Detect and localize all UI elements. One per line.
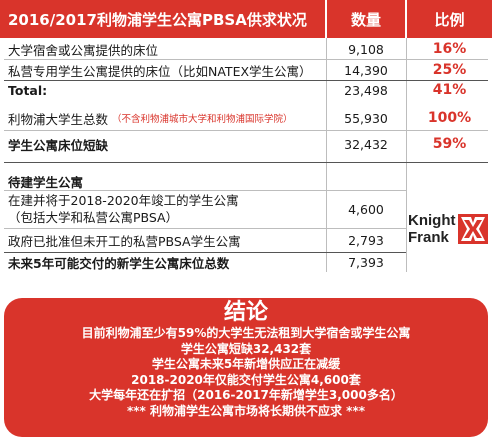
- conclusion-line: 大学每年还在扩招（2016-2017年新增学生3,000多名）: [89, 388, 403, 402]
- column-header-quantity: 数量: [327, 0, 405, 38]
- logo-text: Knight Frank: [408, 212, 455, 246]
- table-row-shortage: 学生公寓床位短缺 32,432 59%: [0, 133, 492, 155]
- row-label: 学生公寓床位短缺: [8, 137, 109, 153]
- row-ratio: 100%: [427, 110, 472, 126]
- row-label: 政府已批准但未开工的私营PBSA学生公寓: [8, 233, 241, 249]
- column-divider: [406, 38, 407, 272]
- table-row: 私营专用学生公寓提供的床位（比如NATEX学生公寓） 14,390 25%: [0, 60, 492, 80]
- row-label: 私营专用学生公寓提供的床位（比如NATEX学生公寓）: [8, 63, 312, 79]
- row-ratio: 25%: [432, 62, 467, 78]
- table-title: 2016/2017利物浦学生公寓PBSA供求状况: [0, 0, 325, 38]
- row-divider: [4, 228, 406, 229]
- section-heading-row: 待建学生公寓: [0, 172, 492, 190]
- table-row: 政府已批准但未开工的私营PBSA学生公寓 2,793: [0, 230, 492, 250]
- knight-frank-logo: Knight Frank: [408, 208, 492, 258]
- row-ratio: 16%: [432, 41, 467, 57]
- logo-line: Knight: [408, 212, 456, 229]
- row-value: 14,390: [344, 62, 388, 78]
- table-row-total: Total: 23,498 41%: [0, 81, 492, 99]
- table-row: 大学宿舍或公寓提供的床位 9,108 16%: [0, 40, 492, 58]
- column-divider: [326, 38, 327, 272]
- row-label-line: （包括大学和私营公寓PBSA）: [8, 210, 179, 225]
- logo-line: Frank: [408, 229, 449, 246]
- row-label: 利物浦大学生总数 （不含利物浦城市大学和利物浦国际学院）: [8, 108, 324, 128]
- section-heading: 待建学生公寓: [8, 174, 84, 190]
- row-label: 未来5年可能交付的新学生公寓床位总数: [8, 256, 230, 271]
- row-label: 大学宿舍或公寓提供的床位: [8, 42, 159, 58]
- row-divider: [4, 130, 488, 131]
- row-note: （不含利物浦城市大学和利物浦国际学院）: [112, 114, 293, 125]
- conclusion-line: 学生公寓短缺32,432套: [180, 341, 312, 356]
- table-row: 利物浦大学生总数 （不含利物浦城市大学和利物浦国际学院） 55,930 100%: [0, 108, 492, 128]
- row-divider: [4, 252, 406, 253]
- conclusion-line: 学生公寓未来5年新增供应正在减缓: [151, 357, 341, 371]
- row-divider: [4, 80, 488, 81]
- row-value: 9,108: [348, 41, 384, 57]
- row-ratio: 59%: [432, 136, 467, 152]
- table-row-total: 未来5年可能交付的新学生公寓床位总数 7,393: [0, 253, 492, 272]
- table-row: 在建并将于2018-2020年竣工的学生公寓 （包括大学和私营公寓PBSA） 4…: [0, 191, 492, 227]
- row-value: 23,498: [344, 82, 388, 98]
- row-label: 在建并将于2018-2020年竣工的学生公寓 （包括大学和私营公寓PBSA）: [8, 191, 324, 227]
- conclusion-line: 目前利物浦至少有59%的大学生无法租到大学宿舍或学生公寓: [81, 326, 411, 340]
- row-value: 7,393: [348, 255, 384, 270]
- row-divider: [4, 59, 488, 60]
- column-header-ratio: 比例: [407, 0, 492, 38]
- row-label-line: 在建并将于2018-2020年竣工的学生公寓: [8, 193, 239, 208]
- row-label: Total:: [8, 82, 48, 98]
- row-value: 2,793: [348, 232, 384, 248]
- conclusion-line: 2018-2020年仅能交付学生公寓4,600套: [131, 372, 361, 387]
- knight-frank-mark-icon: [458, 214, 488, 244]
- row-value: 4,600: [348, 201, 384, 217]
- conclusion-title: 结论: [223, 300, 268, 325]
- section-divider: [4, 162, 488, 163]
- conclusion-line: *** 利物浦学生公寓市场将长期供不应求 ***: [126, 403, 365, 418]
- row-value: 55,930: [344, 110, 388, 126]
- row-value: 32,432: [344, 136, 388, 152]
- row-divider: [4, 190, 406, 191]
- row-label-text: 利物浦大学生总数: [8, 111, 109, 127]
- row-ratio: 41%: [432, 82, 467, 98]
- conclusion-panel: 结论 目前利物浦至少有59%的大学生无法租到大学宿舍或学生公寓 学生公寓短缺32…: [4, 298, 488, 437]
